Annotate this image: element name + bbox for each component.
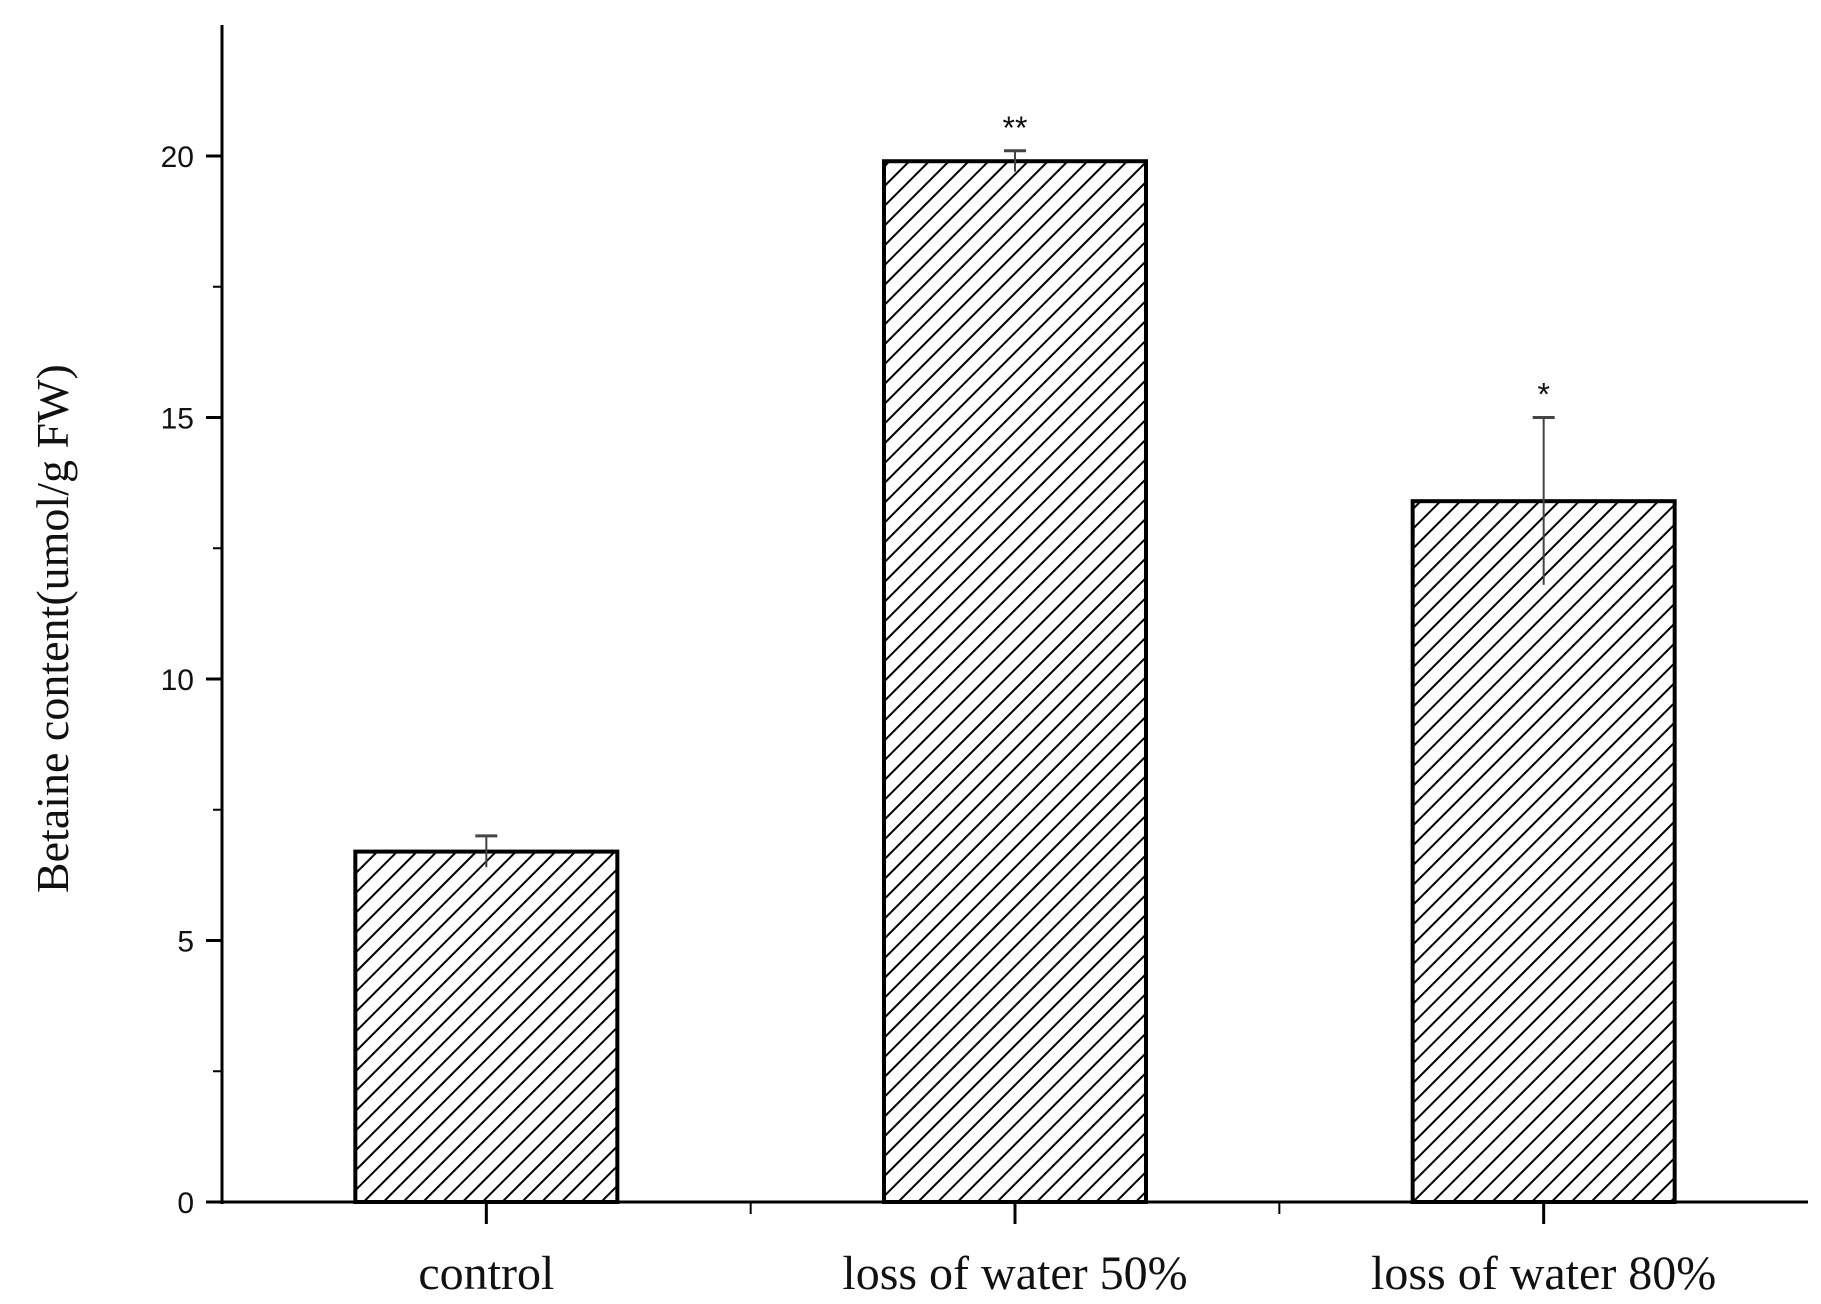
significance-mark: * (1537, 377, 1549, 413)
x-tick-label: loss of water 50% (842, 1247, 1187, 1300)
significance-marks-group: *** (1003, 110, 1550, 413)
y-tick-label: 15 (161, 403, 194, 436)
error-bar (1004, 149, 1026, 172)
y-axis: 0 5 10 15 20 (161, 25, 224, 1220)
x-tick-label: control (418, 1247, 554, 1300)
y-axis-title: Betaine content(umol/g FW) (27, 364, 78, 893)
error-bar (475, 834, 498, 868)
plot-area: *** (353, 110, 1677, 1205)
x-axis: control loss of water 50% loss of water 80… (220, 1200, 1808, 1300)
bar (1410, 499, 1677, 1204)
y-tick-label: 5 (177, 926, 194, 959)
y-tick-label: 0 (177, 1187, 194, 1220)
bars-group (353, 159, 1677, 1205)
bar (353, 849, 620, 1205)
y-ticks-group: 0 5 10 15 20 (161, 141, 222, 1220)
error-bars-group (475, 149, 1555, 868)
significance-mark: ** (1003, 110, 1028, 146)
y-tick-label: 20 (161, 141, 194, 174)
x-tick-label: loss of water 80% (1371, 1247, 1716, 1300)
error-bar (1532, 416, 1555, 585)
y-tick-label: 10 (161, 664, 194, 697)
bar (882, 159, 1148, 1205)
x-ticks-group: control loss of water 50% loss of water 80… (418, 1202, 1716, 1300)
